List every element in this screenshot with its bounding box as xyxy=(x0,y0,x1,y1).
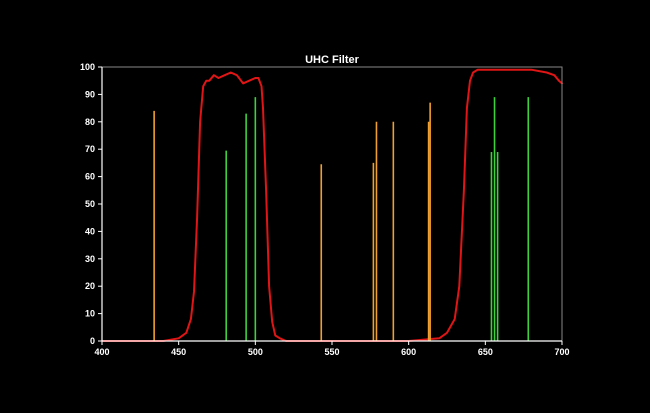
y-tick-label: 100 xyxy=(80,62,95,72)
x-tick-label: 550 xyxy=(324,347,339,357)
x-tick-label: 500 xyxy=(248,347,263,357)
y-tick-label: 80 xyxy=(85,117,95,127)
x-tick-label: 650 xyxy=(478,347,493,357)
chart-title: UHC Filter xyxy=(305,54,360,66)
y-tick-label: 0 xyxy=(90,336,95,346)
y-tick-label: 50 xyxy=(85,199,95,209)
x-tick-label: 450 xyxy=(171,347,186,357)
x-tick-label: 700 xyxy=(554,347,569,357)
x-tick-label: 600 xyxy=(401,347,416,357)
transmission-curve xyxy=(101,68,563,342)
y-tick-label: 30 xyxy=(85,254,95,264)
x-tick-label: 400 xyxy=(94,347,109,357)
y-tick-label: 40 xyxy=(85,226,95,236)
y-tick-label: 90 xyxy=(85,89,95,99)
y-tick-label: 10 xyxy=(85,309,95,319)
y-tick-label: 20 xyxy=(85,281,95,291)
y-tick-label: 60 xyxy=(85,172,95,182)
plot-frame xyxy=(101,66,563,342)
y-tick-label: 70 xyxy=(85,144,95,154)
